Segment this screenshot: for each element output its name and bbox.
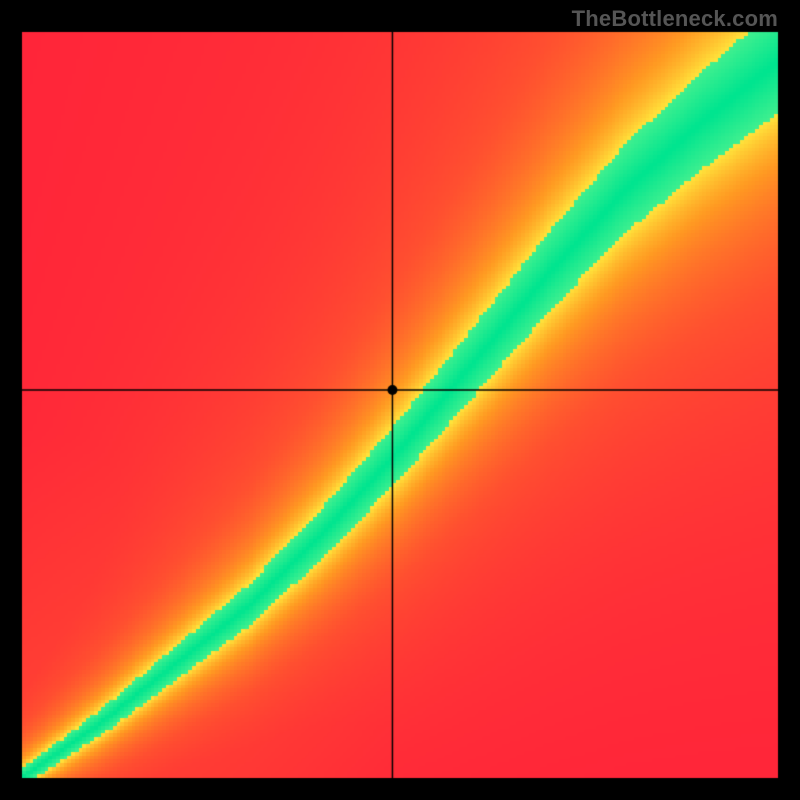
bottleneck-heatmap	[0, 0, 800, 800]
watermark-text: TheBottleneck.com	[572, 6, 778, 32]
chart-container: TheBottleneck.com	[0, 0, 800, 800]
